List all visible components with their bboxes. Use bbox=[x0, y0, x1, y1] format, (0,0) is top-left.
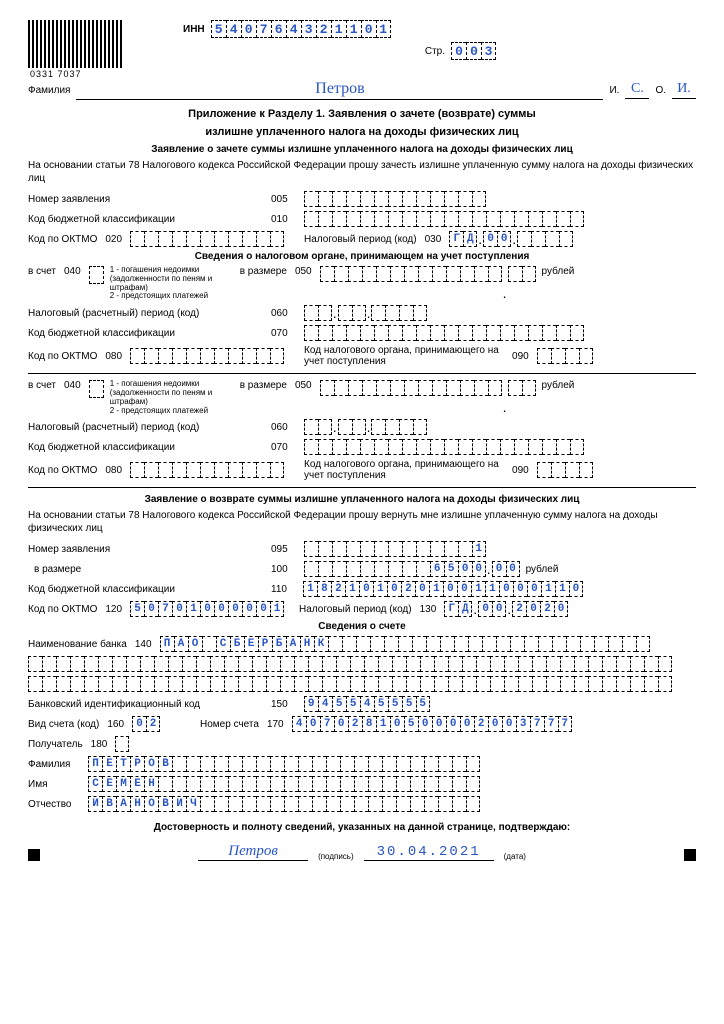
calc-period-code: 060 bbox=[271, 308, 288, 319]
initial-i: С. bbox=[625, 81, 649, 99]
acct-num-cells: 40702810500002003777 bbox=[292, 716, 572, 732]
footer-text: Достоверность и полноту сведений, указан… bbox=[28, 822, 696, 833]
oktmo2-code: 080 bbox=[105, 351, 122, 362]
app-num-cells bbox=[304, 191, 486, 207]
acct-type-code: 160 bbox=[107, 719, 124, 730]
title-2: излишне уплаченного налога на доходы физ… bbox=[28, 126, 696, 138]
patr-label: Отчество bbox=[28, 799, 88, 810]
tp-a: ГД bbox=[449, 231, 477, 247]
app-num2-code: 095 bbox=[271, 544, 288, 555]
bik-code: 150 bbox=[271, 699, 288, 710]
kbk3-cells: 18210102010011000110 bbox=[303, 581, 583, 597]
bank-name-code: 140 bbox=[135, 639, 152, 650]
signature: Петров bbox=[198, 843, 308, 861]
app-num-code: 005 bbox=[271, 194, 288, 205]
name-label: Имя bbox=[28, 779, 88, 790]
corner-marker-right bbox=[684, 849, 696, 861]
kbk3-code: 110 bbox=[271, 584, 287, 595]
tax-organ-code: 090 bbox=[512, 351, 529, 362]
footer: Петров (подпись) 30.04.2021 (дата) bbox=[28, 843, 696, 861]
oktmo3-cells: 50701000001 bbox=[130, 601, 284, 617]
subtitle-2: Заявление о возврате суммы излишне уплач… bbox=[28, 494, 696, 505]
oktmo3-code: 120 bbox=[105, 604, 122, 615]
surname-label: Фамилия bbox=[28, 85, 70, 96]
tp-c bbox=[517, 231, 573, 247]
inn-cells: 540764321101 bbox=[211, 20, 391, 38]
vschet-code: 040 bbox=[64, 266, 81, 277]
section2-title: Сведения о налоговом органе, принимающем… bbox=[28, 251, 696, 262]
subtitle-1: Заявление о зачете суммы излишне уплачен… bbox=[28, 144, 696, 155]
vschet-notes: 1 - погашения недоимки(задолженности по … bbox=[110, 266, 240, 301]
date: 30.04.2021 bbox=[364, 844, 494, 861]
acct-type-label: Вид счета (код) bbox=[28, 719, 99, 730]
initial-o: И. bbox=[672, 81, 696, 99]
oktmo-label: Код по ОКТМО bbox=[28, 234, 97, 245]
vrazmere2-code: 100 bbox=[271, 564, 288, 575]
calc-period-label: Налоговый (расчетный) период (код) bbox=[28, 308, 263, 319]
corner-marker-left bbox=[28, 849, 40, 861]
vrazmere-label: в размере bbox=[240, 266, 287, 277]
para-2: На основании статьи 78 Налогового кодекс… bbox=[28, 509, 696, 535]
fam-label: Фамилия bbox=[28, 759, 88, 770]
acct-type-cells: 02 bbox=[132, 716, 160, 732]
acct-num-label: Номер счета bbox=[200, 719, 259, 730]
kbk-cells bbox=[304, 211, 584, 227]
vschet-label: в счет bbox=[28, 266, 56, 277]
tax-period-code: 030 bbox=[425, 234, 442, 245]
barcode bbox=[28, 20, 123, 68]
oktmo-code: 020 bbox=[105, 234, 122, 245]
kbk-code: 010 bbox=[271, 214, 288, 225]
initial-i-label: И. bbox=[609, 85, 619, 96]
oktmo-cells bbox=[130, 231, 284, 247]
account-title: Сведения о счете bbox=[28, 621, 696, 632]
kbk2-label: Код бюджетной классификации bbox=[28, 328, 263, 339]
vrazmere-code: 050 bbox=[295, 266, 312, 277]
para-1: На основании статьи 78 Налогового кодекс… bbox=[28, 159, 696, 185]
bank-name-cells: ПАОСБЕРБАНК bbox=[160, 636, 650, 652]
oktmo2-label: Код по ОКТМО bbox=[28, 351, 97, 362]
tax-period3-code: 130 bbox=[420, 604, 437, 615]
page-cells: 003 bbox=[451, 42, 496, 60]
bik-cells: 945545555 bbox=[304, 696, 430, 712]
kbk-label: Код бюджетной классификации bbox=[28, 214, 263, 225]
bank-name-label: Наименование банка bbox=[28, 639, 127, 650]
bik-label: Банковский идентификационный код bbox=[28, 699, 263, 710]
initial-o-label: О. bbox=[655, 85, 666, 96]
title-1: Приложение к Разделу 1. Заявления о заче… bbox=[28, 108, 696, 120]
acct-num-code: 170 bbox=[267, 719, 284, 730]
tp3-a: ГД bbox=[444, 601, 472, 617]
tp3-c: 2020 bbox=[512, 601, 568, 617]
name-row: Фамилия Петров И. С. О. И. bbox=[28, 80, 696, 100]
amount-dec: 00 bbox=[492, 561, 520, 577]
barcode-number: 0331 7037 bbox=[28, 69, 84, 79]
amount-int: 6500 bbox=[304, 561, 486, 577]
fam-cells: ПЕТРОВ bbox=[88, 756, 480, 772]
date-label: (дата) bbox=[504, 853, 526, 862]
inn-label: ИНН bbox=[183, 24, 205, 35]
sign-label: (подпись) bbox=[318, 853, 354, 862]
page-label: Стр. bbox=[425, 46, 445, 57]
recipient-label: Получатель bbox=[28, 739, 83, 750]
app-num-label: Номер заявления bbox=[28, 194, 263, 205]
name-cells: СЕМЕН bbox=[88, 776, 480, 792]
app-num2-cells: 1 bbox=[304, 541, 486, 557]
recipient-code: 180 bbox=[91, 739, 108, 750]
tp-b: 00 bbox=[483, 231, 511, 247]
tax-period-label: Налоговый период (код) bbox=[304, 234, 417, 245]
surname-field: Петров bbox=[76, 80, 603, 100]
vschet-cell bbox=[89, 266, 104, 284]
header: 0331 7037 ИНН 540764321101 Стр. 003 bbox=[28, 20, 696, 68]
tp3-b: 00 bbox=[478, 601, 506, 617]
amount-dec-1 bbox=[508, 266, 536, 282]
amount-cells-1 bbox=[320, 266, 502, 282]
rub-label: рублей bbox=[542, 266, 575, 277]
tax-organ-label: Код налогового органа, принимающего на у… bbox=[304, 345, 504, 367]
kbk2-code: 070 bbox=[271, 328, 288, 339]
patr-cells: ИВАНОВИЧ bbox=[88, 796, 480, 812]
